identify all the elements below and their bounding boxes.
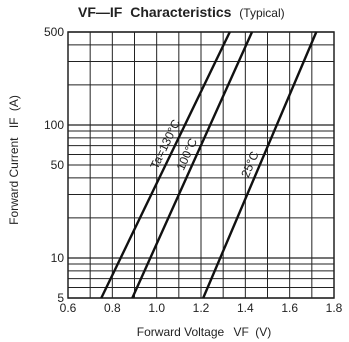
chart-title-rest: Characteristics xyxy=(130,4,231,20)
series-line-3 xyxy=(202,31,318,299)
y-tick-label: 500 xyxy=(44,25,64,39)
x-axis-label-symbol: VF xyxy=(234,325,249,339)
x-tick-label: 1.4 xyxy=(237,301,254,315)
chart-title-main: VF—IF xyxy=(78,4,123,20)
x-tick-label: 1.2 xyxy=(193,301,210,315)
y-tick-label: 100 xyxy=(44,118,64,132)
y-tick-label: 5 xyxy=(57,291,64,305)
x-tick-label: 1.0 xyxy=(148,301,165,315)
chart-title-note: (Typical) xyxy=(239,6,284,20)
grid xyxy=(67,31,335,299)
series-line-1 xyxy=(100,31,231,299)
series-line-2 xyxy=(131,31,254,299)
y-axis-label-symbol: IF xyxy=(7,117,21,128)
series-layer xyxy=(100,31,318,299)
series-label-3: 25°C xyxy=(238,149,261,179)
x-tick-label: 0.8 xyxy=(104,301,121,315)
plot-frame xyxy=(67,31,335,299)
x-tick-label: 1.6 xyxy=(281,301,298,315)
tick-labels: 0.6 0.8 1.0 1.2 1.4 1.6 1.8 5 10 50 100 500 xyxy=(44,25,343,315)
y-axis-label: Forward Current IF (A) xyxy=(7,95,21,225)
x-tick-label: 0.6 xyxy=(60,301,77,315)
y-axis-label-text: Forward Current xyxy=(7,137,21,225)
y-axis-label-unit: (A) xyxy=(7,95,21,111)
x-axis-label-text: Forward Voltage xyxy=(137,325,225,339)
y-tick-label: 10 xyxy=(51,251,65,265)
chart-title: VF—IF Characteristics (Typical) xyxy=(78,4,285,20)
x-axis-label-unit: (V) xyxy=(255,325,271,339)
x-axis-label: Forward Voltage VF (V) xyxy=(137,325,271,339)
x-tick-label: 1.8 xyxy=(326,301,343,315)
y-tick-label: 50 xyxy=(51,158,65,172)
